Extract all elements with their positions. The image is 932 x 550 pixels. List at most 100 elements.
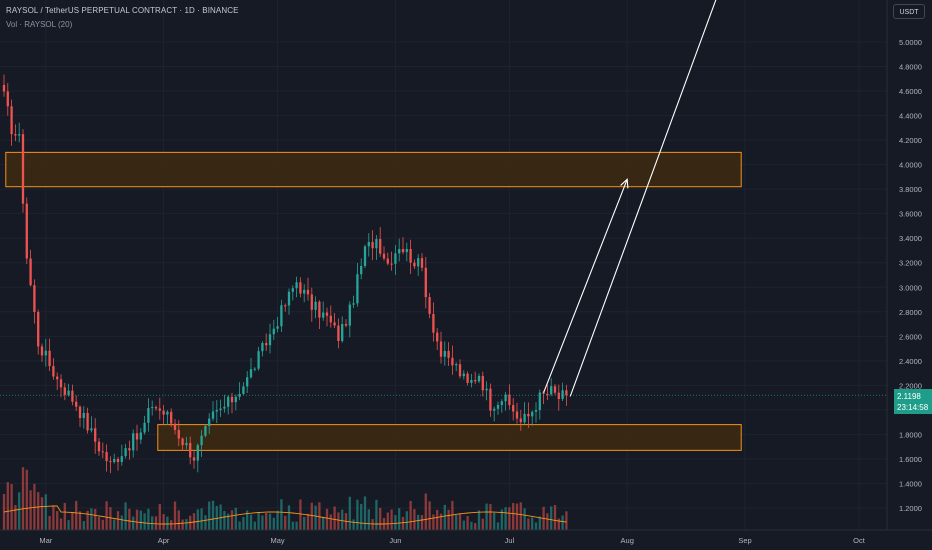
volume-bar (135, 509, 139, 530)
candle-body (151, 407, 154, 409)
candle-body (409, 248, 412, 263)
candle-body (78, 406, 82, 419)
candle-body (455, 364, 458, 366)
volume-bar (158, 504, 161, 530)
volume-bar (291, 521, 294, 530)
candle-body (557, 392, 560, 399)
price-tick-label: 3.4000 (899, 234, 922, 243)
volume-bar (90, 508, 93, 530)
candle-body (432, 313, 435, 333)
candle-body (52, 366, 55, 377)
time-axis[interactable]: Mar Apr May Jun Jul Aug Sep Oct (0, 529, 932, 545)
price-tick-label: 1.4000 (899, 479, 922, 488)
candle-body (550, 386, 553, 395)
candle-body (48, 350, 51, 367)
candle-body (177, 429, 180, 439)
volume-bar (565, 511, 568, 530)
candle-body (341, 324, 344, 342)
candle-body (185, 443, 188, 446)
candle-body (97, 441, 101, 452)
zones (5, 151, 742, 451)
volume-bar (230, 510, 234, 530)
candle-body (493, 408, 496, 411)
price-axis[interactable]: 5.0000 4.8000 4.6000 4.4000 4.2000 4.0000 3.80… (886, 0, 932, 550)
candle-body (413, 262, 416, 267)
volume-bar (82, 521, 85, 530)
volume-bar (531, 517, 534, 530)
projection-lines (543, 0, 717, 397)
volume-bar (322, 516, 325, 530)
volume-bar (390, 509, 393, 530)
candle-body (531, 411, 534, 417)
candle-body (261, 343, 264, 352)
volume-bar (352, 519, 355, 530)
candle-body (143, 422, 146, 433)
supply-demand-zone (5, 151, 742, 188)
volume-bar (6, 482, 9, 530)
last-price-value: 2.1198 (897, 392, 921, 401)
candle-body (246, 377, 249, 387)
candle-body (268, 334, 272, 346)
volume-bar (272, 517, 275, 530)
candle-body (265, 343, 268, 346)
candle-body (173, 423, 177, 430)
currency-button[interactable]: USDT (893, 4, 925, 19)
candle-body (219, 408, 222, 411)
volume-bar (185, 519, 188, 530)
candle-body (428, 297, 431, 314)
candle-body (230, 396, 234, 403)
volume-bar (496, 522, 500, 530)
candle-body (477, 375, 481, 382)
candle-body (253, 368, 256, 370)
volume-bar (295, 521, 298, 530)
volume-bar (59, 518, 63, 530)
candle-body (519, 418, 522, 423)
candle-body (105, 452, 108, 462)
candle-body (242, 386, 245, 394)
candle-body (405, 248, 408, 253)
volume-bar (177, 510, 180, 530)
candle-body (299, 282, 302, 294)
projection-line (543, 179, 628, 393)
candle-body (375, 239, 378, 249)
volume-bar (249, 514, 253, 530)
volume-bar (356, 499, 359, 530)
candle-body (451, 357, 454, 366)
time-tick-label: Oct (853, 536, 866, 545)
candle-body (318, 301, 321, 318)
candle-body (90, 428, 93, 431)
volume-bar (56, 511, 59, 530)
candle-body (29, 258, 32, 286)
volume-bar (420, 515, 424, 530)
volume-bar (86, 510, 89, 530)
candle-body (356, 274, 359, 304)
candle-body (420, 258, 424, 268)
candle-body (75, 401, 78, 407)
candle-body (424, 267, 427, 298)
volume-bar (67, 520, 70, 530)
volume-bar (223, 510, 226, 530)
volume-bar (424, 493, 427, 530)
candle-body (82, 412, 85, 419)
volume-bar (557, 518, 560, 530)
volume-bar (458, 513, 462, 530)
volume-bar (37, 492, 40, 530)
price-tick-label: 2.4000 (899, 357, 922, 366)
volume-bar (18, 492, 21, 530)
volume-bar (132, 516, 135, 530)
candle-body (447, 351, 450, 358)
candle-body (379, 239, 382, 254)
candle-body (196, 445, 199, 461)
volume-bar (143, 513, 146, 530)
volume-bar (2, 494, 6, 530)
volume-bar (470, 521, 473, 530)
candle-body (504, 394, 507, 402)
candle-body (512, 405, 515, 412)
volume-bar (200, 508, 203, 530)
volume-bar (318, 502, 321, 530)
volume-bar (40, 497, 44, 530)
volume-bar (261, 515, 264, 530)
volume-bar (375, 499, 378, 530)
